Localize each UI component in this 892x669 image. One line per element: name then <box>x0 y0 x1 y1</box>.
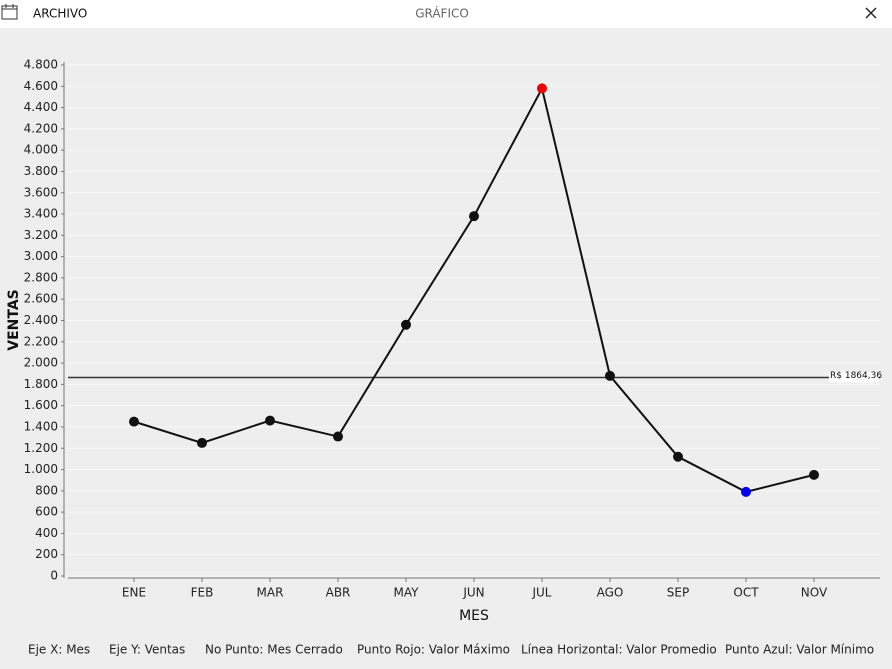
data-point <box>809 469 819 480</box>
legend-item: Eje Y: Ventas <box>109 643 185 657</box>
title-bar <box>0 0 892 28</box>
data-point <box>741 486 751 497</box>
legend-item: Punto Rojo: Valor Máximo <box>357 643 510 657</box>
y-tick-label: 1.800 <box>24 377 58 391</box>
x-tick-label: MAY <box>394 586 420 600</box>
x-tick-label: FEB <box>191 586 214 600</box>
y-tick-label: 3.200 <box>24 228 58 242</box>
y-tick-label: 0 <box>50 569 58 583</box>
y-tick-label: 1.200 <box>24 441 58 455</box>
x-tick-label: JUL <box>531 586 551 600</box>
y-tick-label: 3.400 <box>24 207 58 221</box>
sales-line <box>133 85 815 493</box>
y-tick-label: 2.400 <box>24 313 58 327</box>
y-tick-label: 800 <box>35 483 58 497</box>
y-tick-label: 4.800 <box>24 58 58 72</box>
data-point <box>333 431 343 442</box>
average-label-bg <box>829 372 879 383</box>
y-tick-label: 1.600 <box>24 398 58 412</box>
legend-item: Eje X: Mes <box>28 643 90 657</box>
data-point <box>537 83 547 94</box>
y-tick-label: 2.600 <box>24 292 58 306</box>
y-tick-label: 3.800 <box>24 164 58 178</box>
data-point <box>469 211 479 222</box>
menu-archivo[interactable]: ARCHIVO <box>33 7 87 21</box>
x-tick-label: SEP <box>667 586 689 600</box>
x-tick-label: JUN <box>462 586 484 600</box>
y-tick-label: 600 <box>35 505 58 519</box>
y-tick-label: 2.800 <box>24 270 58 284</box>
y-tick-label: 4.600 <box>24 79 58 93</box>
data-point <box>605 370 615 381</box>
y-tick-label: 200 <box>35 547 58 561</box>
x-tick-label: OCT <box>733 586 759 600</box>
data-point <box>673 451 683 462</box>
y-tick-label: 2.200 <box>24 334 58 348</box>
x-tick-label: ABR <box>326 586 351 600</box>
window-title: GRÁFICO <box>415 6 469 21</box>
y-tick-label: 2.000 <box>24 356 58 370</box>
y-tick-label: 1.400 <box>24 419 58 433</box>
data-point <box>265 415 275 426</box>
legend-item: Punto Azul: Valor Mínimo <box>725 643 874 657</box>
y-tick-label: 4.400 <box>24 100 58 114</box>
plot: 0 200 400 600 800 1.000 1.200 1.400 1.600 1.800 2.… <box>24 58 883 600</box>
y-tick-label: 4.000 <box>24 143 58 157</box>
y-tick-label: 4.200 <box>24 121 58 135</box>
legend-item: No Punto: Mes Cerrado <box>205 643 343 657</box>
x-axis-label: MES <box>459 608 489 624</box>
average-label: R$ 1864,36 <box>830 371 882 381</box>
app-icon <box>1 4 18 20</box>
data-point <box>401 319 411 330</box>
x-tick-label: ENE <box>122 586 146 600</box>
legend: Eje X: Mes Eje Y: Ventas No Punto: Mes Cer… <box>28 643 874 657</box>
y-tick-label: 1.000 <box>24 462 58 476</box>
data-point <box>129 416 139 427</box>
y-tick-label: 3.000 <box>24 249 58 263</box>
y-tick-label: 400 <box>35 526 58 540</box>
x-tick-label: NOV <box>801 586 828 600</box>
legend-item: Línea Horizontal: Valor Promedio <box>521 643 717 657</box>
close-button[interactable] <box>865 7 877 19</box>
y-axis-label: VENTAS <box>6 289 22 351</box>
y-tick-label: 3.600 <box>24 185 58 199</box>
data-point <box>197 437 207 448</box>
x-tick-label: AGO <box>597 586 624 600</box>
x-tick-label: MAR <box>257 586 284 600</box>
